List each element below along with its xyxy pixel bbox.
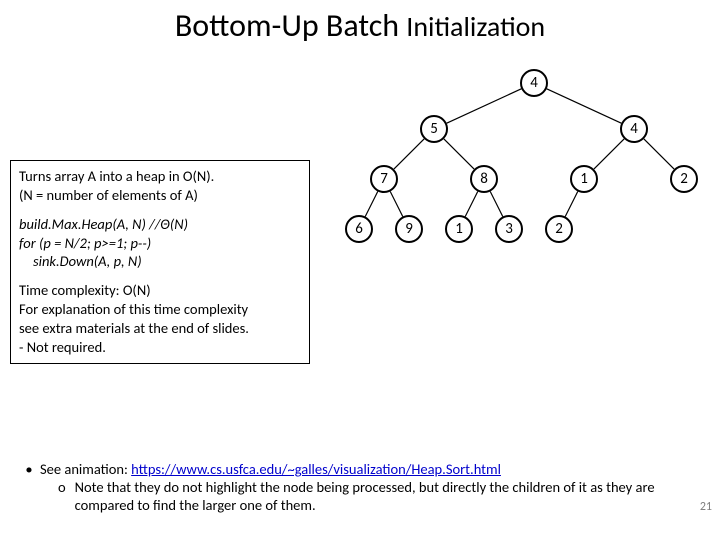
slide-number: 21	[700, 500, 712, 514]
tc-line3: see extra materials at the end of slides…	[19, 319, 301, 338]
animation-link[interactable]: https://www.cs.usfca.edu/~galles/visuali…	[131, 460, 501, 478]
tree-node: 1	[445, 215, 473, 243]
tree-node: 2	[545, 215, 573, 243]
slide-title: Bottom-Up Batch Initialization	[0, 6, 720, 45]
bullet-lead: See animation:	[40, 460, 131, 478]
tc-line1: Time complexity: O(N)	[19, 281, 301, 300]
tree-node: 1	[570, 165, 598, 193]
bullet-marker: •	[18, 460, 40, 478]
title-part2: Batch	[326, 6, 406, 45]
bullet-text: See animation: https://www.cs.usfca.edu/…	[40, 460, 501, 478]
tc-line2: For explanation of this time complexity	[19, 300, 301, 319]
title-part1: Bottom-Up	[175, 6, 326, 45]
tree-node: 2	[670, 165, 698, 193]
code-line3: sink.Down(A, p, N)	[19, 252, 301, 271]
sub-bullet-marker: o	[58, 478, 75, 514]
sub-bullet-text: Note that they do not highlight the node…	[75, 478, 698, 514]
title-part3: Initialization	[406, 9, 545, 44]
footer-bullet: • See animation: https://www.cs.usfca.ed…	[18, 460, 698, 514]
tree-node: 7	[370, 165, 398, 193]
tc-line4: - Not required.	[19, 338, 301, 357]
tree-node: 4	[620, 115, 648, 143]
tree-node: 4	[520, 69, 548, 97]
box-line1: Turns array A into a heap in O(N).	[19, 167, 301, 186]
code-line2: for (p = N/2; p>=1; p--)	[19, 234, 301, 253]
heap-tree-diagram: 454781269132	[310, 55, 720, 265]
tree-node: 5	[420, 115, 448, 143]
tree-node: 9	[395, 215, 423, 243]
box-line2: (N = number of elements of A)	[19, 186, 301, 205]
tree-node: 6	[345, 215, 373, 243]
code-line1: build.Max.Heap(A, N) //Θ(N)	[19, 215, 301, 234]
info-box: Turns array A into a heap in O(N). (N = …	[10, 160, 310, 364]
tree-node: 8	[470, 165, 498, 193]
tree-node: 3	[495, 215, 523, 243]
